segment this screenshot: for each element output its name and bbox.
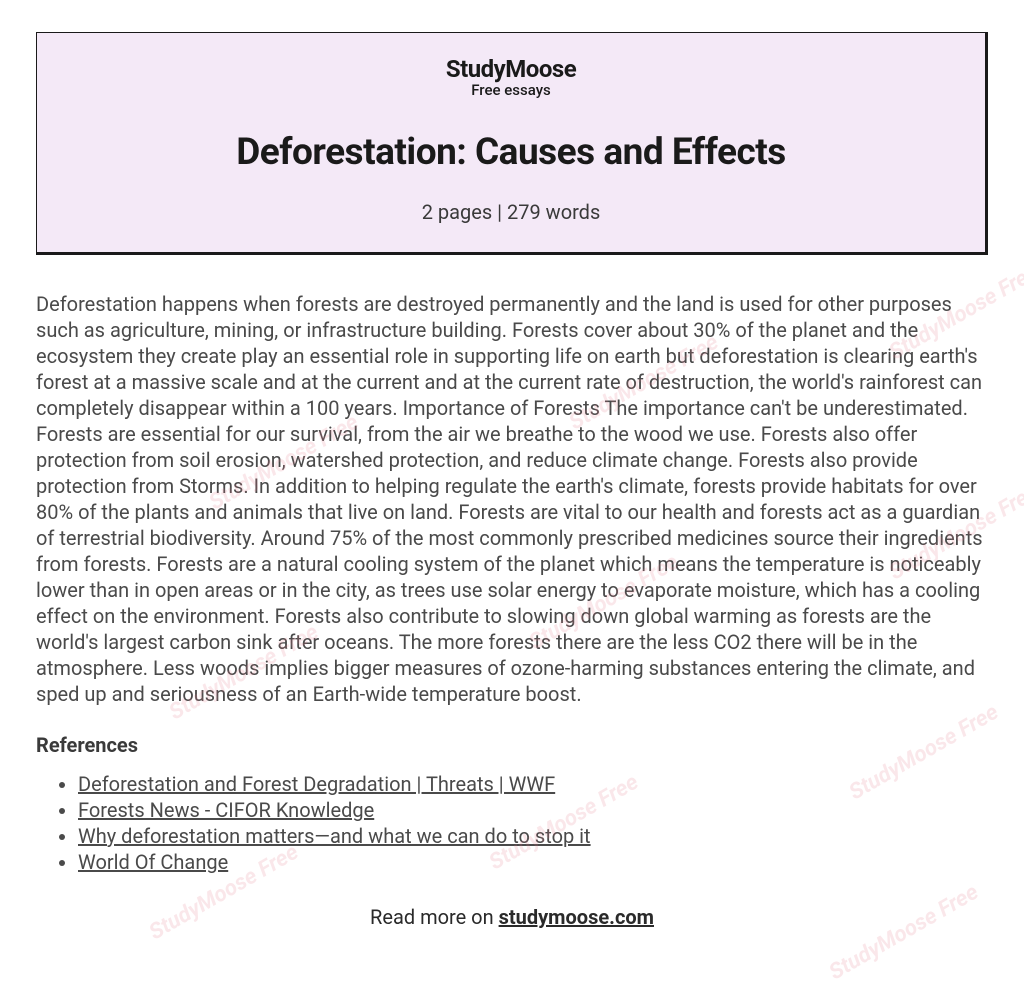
references-heading: References	[36, 733, 988, 757]
footer-site-link[interactable]: studymoose.com	[499, 905, 654, 929]
brand-tagline: Free essays	[57, 81, 965, 99]
reference-link[interactable]: Deforestation and Forest Degradation | T…	[78, 772, 555, 796]
watermark: StudyMoose Free	[825, 880, 983, 985]
reference-link[interactable]: Forests News - CIFOR Knowledge	[78, 798, 374, 822]
reference-item: Forests News - CIFOR Knowledge	[78, 797, 988, 823]
brand-name: StudyMoose	[57, 55, 965, 83]
reference-item: Deforestation and Forest Degradation | T…	[78, 771, 988, 797]
reference-item: Why deforestation matters—and what we ca…	[78, 823, 988, 849]
reference-item: World Of Change	[78, 849, 988, 875]
footer-prefix: Read more on	[370, 905, 499, 929]
essay-title: Deforestation: Causes and Effects	[57, 131, 965, 174]
essay-body: Deforestation happens when forests are d…	[36, 291, 988, 707]
reference-link[interactable]: Why deforestation matters—and what we ca…	[78, 824, 591, 848]
read-more-footer: Read more on studymoose.com	[36, 905, 988, 929]
essay-meta: 2 pages | 279 words	[57, 200, 965, 224]
references-list: Deforestation and Forest Degradation | T…	[36, 771, 988, 875]
reference-link[interactable]: World Of Change	[78, 850, 228, 874]
header-card: StudyMoose Free essays Deforestation: Ca…	[36, 32, 988, 255]
